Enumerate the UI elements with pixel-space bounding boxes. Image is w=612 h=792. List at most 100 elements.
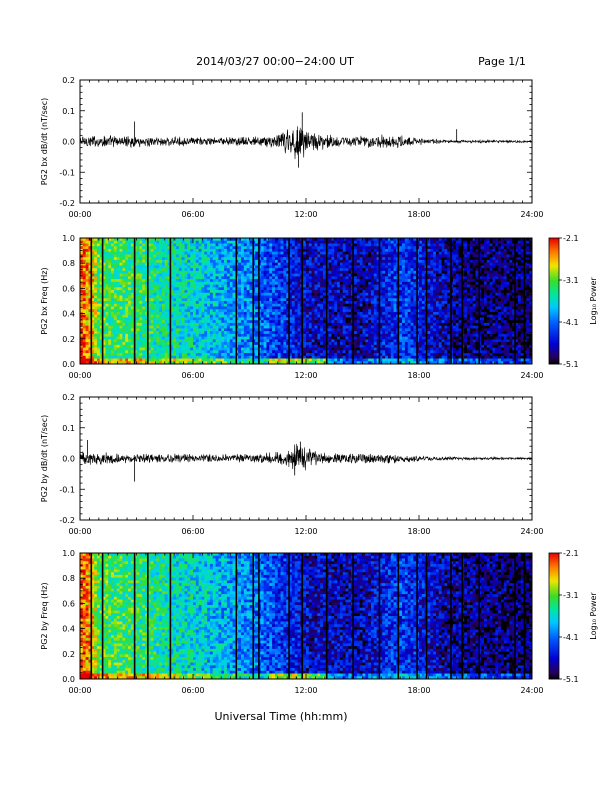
spectrogram-cell <box>193 309 197 313</box>
spectrogram-cell <box>221 333 225 338</box>
spectrogram-cell <box>94 240 98 244</box>
spectrogram-cell <box>161 270 166 275</box>
spectrogram-cell <box>359 342 363 346</box>
spectrogram-cell <box>212 279 217 283</box>
spectrogram-cell <box>368 257 372 261</box>
spectrogram-cell <box>226 314 231 318</box>
spectrogram-cell <box>249 328 253 332</box>
spectrogram-cell <box>136 347 140 351</box>
spectrogram-cell <box>294 328 298 332</box>
spectrogram-cell <box>167 246 171 250</box>
spectrogram-cell <box>130 262 135 266</box>
spectrogram-cell <box>221 309 225 313</box>
spectrogram-cell <box>328 279 332 283</box>
spectrogram-cell <box>150 290 154 294</box>
spectrogram-cell <box>161 259 166 264</box>
spectrogram-cell <box>291 358 296 362</box>
spectrogram-cell <box>328 284 332 288</box>
spectrogram-cell <box>306 265 310 269</box>
spectrogram-cell <box>376 246 380 250</box>
spectrogram-cell <box>246 270 250 275</box>
spectrogram-cell <box>161 276 166 280</box>
spectrogram-cell <box>365 331 369 335</box>
spectrogram-cell <box>209 240 214 244</box>
spectrogram-cell <box>218 317 222 321</box>
spectrogram-cell <box>274 336 279 340</box>
spectrogram-cell <box>249 331 253 335</box>
spectrogram-cell <box>294 279 298 283</box>
spectrogram-cell <box>322 276 327 280</box>
spectrogram-cell <box>263 292 267 296</box>
spectrogram-cell <box>238 270 242 275</box>
spectrogram-cell <box>96 320 101 324</box>
spectrogram-cell <box>111 279 115 283</box>
spectrogram-cell <box>204 262 208 266</box>
spectrogram-cell <box>94 344 98 348</box>
spectrogram-cell <box>317 328 321 332</box>
spectrogram-cell <box>113 262 118 266</box>
spectrogram-cell <box>260 306 265 310</box>
spectrogram-cell <box>176 268 180 272</box>
spectrogram-cell <box>345 322 349 327</box>
spectrogram-cell <box>272 336 276 340</box>
spectrogram-cell <box>164 246 168 250</box>
spectrogram-cell <box>229 355 233 359</box>
spectrogram-cell <box>119 314 123 318</box>
spectrogram-cell <box>111 265 115 269</box>
spectrogram-cell <box>201 281 205 285</box>
spectrogram-cell <box>212 248 217 253</box>
spectrogram-cell <box>105 248 109 253</box>
spectrogram-cell <box>232 353 236 357</box>
spectrogram-cell <box>111 301 115 305</box>
spectrogram-cell <box>241 287 245 291</box>
spectrogram-cell <box>246 325 250 329</box>
spectrogram-cell <box>339 262 344 266</box>
spectrogram-cell <box>308 295 313 299</box>
spectrogram-cell <box>314 259 318 264</box>
spectrogram-cell <box>229 268 233 272</box>
spectrogram-cell <box>94 306 98 310</box>
spectrogram-cell <box>277 243 281 247</box>
spectrogram-cell <box>164 259 168 264</box>
spectrogram-cell <box>170 262 174 266</box>
spectrogram-cell <box>164 331 168 335</box>
spectrogram-cell <box>339 353 344 357</box>
spectrogram-cell <box>80 358 84 362</box>
spectrogram-cell <box>246 248 250 253</box>
spectrogram-cell <box>291 303 296 307</box>
spectrogram-cell <box>317 301 321 305</box>
spectrogram-cell <box>156 333 160 338</box>
spectrogram-cell <box>130 320 135 324</box>
spectrogram-cell <box>176 238 180 242</box>
spectrogram-cell <box>368 295 372 299</box>
spectrogram-cell <box>150 344 154 348</box>
spectrogram-cell <box>356 251 361 255</box>
spectrogram-cell <box>373 344 378 348</box>
spectrogram-cell <box>348 243 352 247</box>
spectrogram-cell <box>303 325 307 329</box>
spectrogram-cell <box>317 268 321 272</box>
spectrogram-cell <box>345 358 349 362</box>
spectrogram-cell <box>331 284 335 288</box>
spectrogram-cell <box>161 344 166 348</box>
spectrogram-cell <box>102 347 106 351</box>
spectrogram-cell <box>198 322 202 327</box>
spectrogram-cell <box>272 295 276 299</box>
spectrogram-cell <box>88 270 92 275</box>
spectrogram-cell <box>119 339 123 343</box>
spectrogram-cell <box>147 331 152 335</box>
spectrogram-cell <box>170 336 174 340</box>
spectrogram-cell <box>136 350 140 354</box>
spectrogram-cell <box>322 251 327 255</box>
spectrogram-cell <box>96 240 101 244</box>
spectrogram-cell <box>173 268 177 272</box>
spectrogram-cell <box>277 290 281 294</box>
spectrogram-cell <box>345 287 349 291</box>
spectrogram-cell <box>342 339 346 343</box>
spectrogram-cell <box>280 342 284 346</box>
spectrogram-cell <box>190 353 194 357</box>
spectrogram-cell <box>280 281 284 285</box>
spectrogram-cell <box>167 248 171 253</box>
spectrogram-cell <box>226 347 231 351</box>
spectrogram-cell <box>130 259 135 264</box>
